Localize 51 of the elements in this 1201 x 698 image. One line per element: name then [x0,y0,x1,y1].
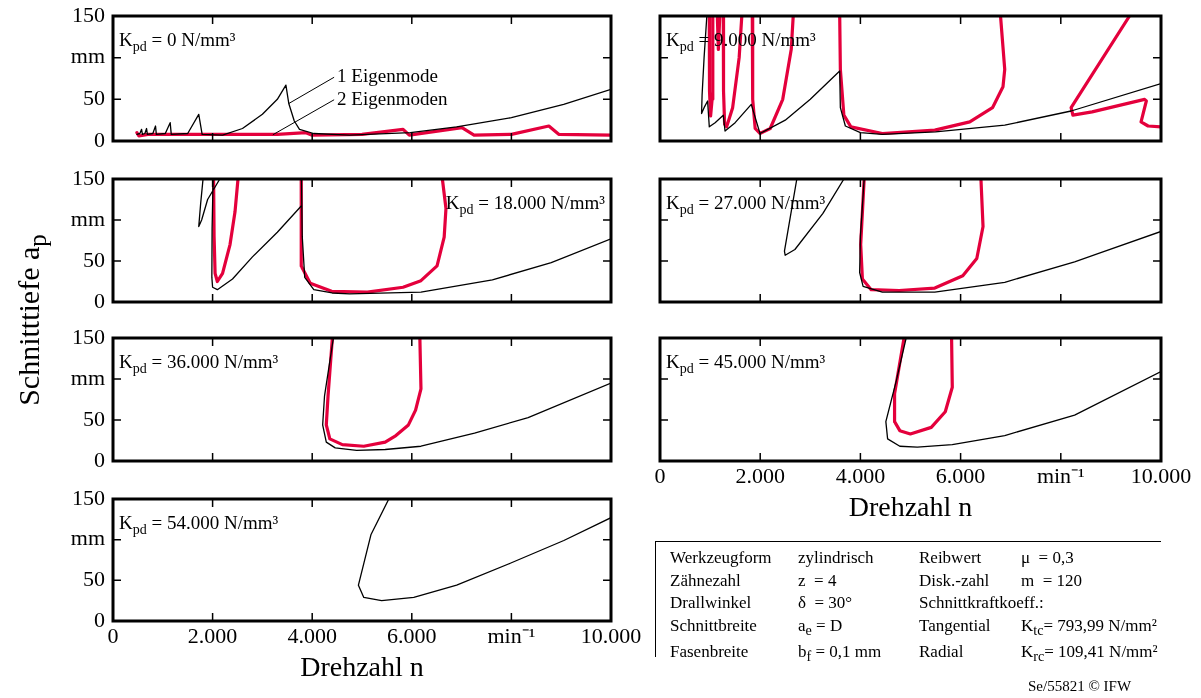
y-tick-label: 150 [72,164,105,190]
y-tick-label: mm [70,205,105,231]
x-axis-title: Drehzahl n [300,650,424,682]
text: Drallwinkel [670,592,753,614]
series-label: 2 Eigenmoden [337,87,448,109]
x-tick-label: 4.000 [835,462,886,488]
y-tick-label: mm [70,364,105,390]
y-tick-label: 150 [72,1,105,27]
text: μ = 0,3 [1021,547,1075,569]
text: Schnittbreite [670,614,758,637]
text: Se/55821 © IFW [1028,677,1132,696]
y-tick-label: 50 [83,85,105,111]
text: m = 120 [1021,569,1084,592]
y-tick-label: 50 [83,246,105,272]
x-tick-label: 10.000 [580,622,642,648]
text: K$_{tc}$= 793,99 N/mm² [1021,614,1158,640]
x-tick-label: 2.000 [735,462,785,488]
y-tick-label: 50 [83,405,105,431]
text: K$_{rc}$= 109,41 N/mm² [1021,641,1158,667]
y-tick-label: 150 [72,484,105,510]
text: zylindrisch [798,547,875,569]
text: Zähnezahl [670,569,742,592]
y-tick-label: mm [70,525,105,551]
x-axis-title: Drehzahl n [848,490,973,522]
x-tick-label: min⁻¹ [487,622,536,648]
text: Werkzeugform [670,547,773,569]
y-tick-label: 0 [94,126,105,152]
text: Radial [919,641,965,664]
x-tick-label: 0 [654,462,666,488]
x-tick-label: min⁻¹ [1036,462,1085,488]
text: Disk.-zahl [919,569,991,592]
y-tick-label: mm [70,43,105,69]
x-tick-label: 4.000 [287,622,337,648]
text: Fasenbreite [670,641,750,664]
text: a$_{e}$ = D [798,614,844,640]
text: Tangential [919,614,992,637]
y-tick-label: 150 [72,323,105,349]
text: Reibwert [919,547,983,569]
y-tick-label: 0 [94,446,105,472]
y-tick-label: 50 [83,566,105,592]
x-tick-label: 2.000 [187,622,238,648]
text: b$_{f}$ = 0,1 mm [798,641,883,667]
y-tick-label: 0 [94,606,105,632]
y-tick-label: 0 [94,287,105,313]
text: 1 Eigenmode [337,65,438,87]
text: δ = 30° [798,592,854,614]
text: z = 4 [798,569,838,592]
x-tick-label: 10.000 [1130,462,1192,488]
x-tick-label: 6.000 [387,622,437,648]
x-tick-label: 6.000 [935,462,986,488]
text: Schnittkraftkoeff.: [919,592,1045,614]
